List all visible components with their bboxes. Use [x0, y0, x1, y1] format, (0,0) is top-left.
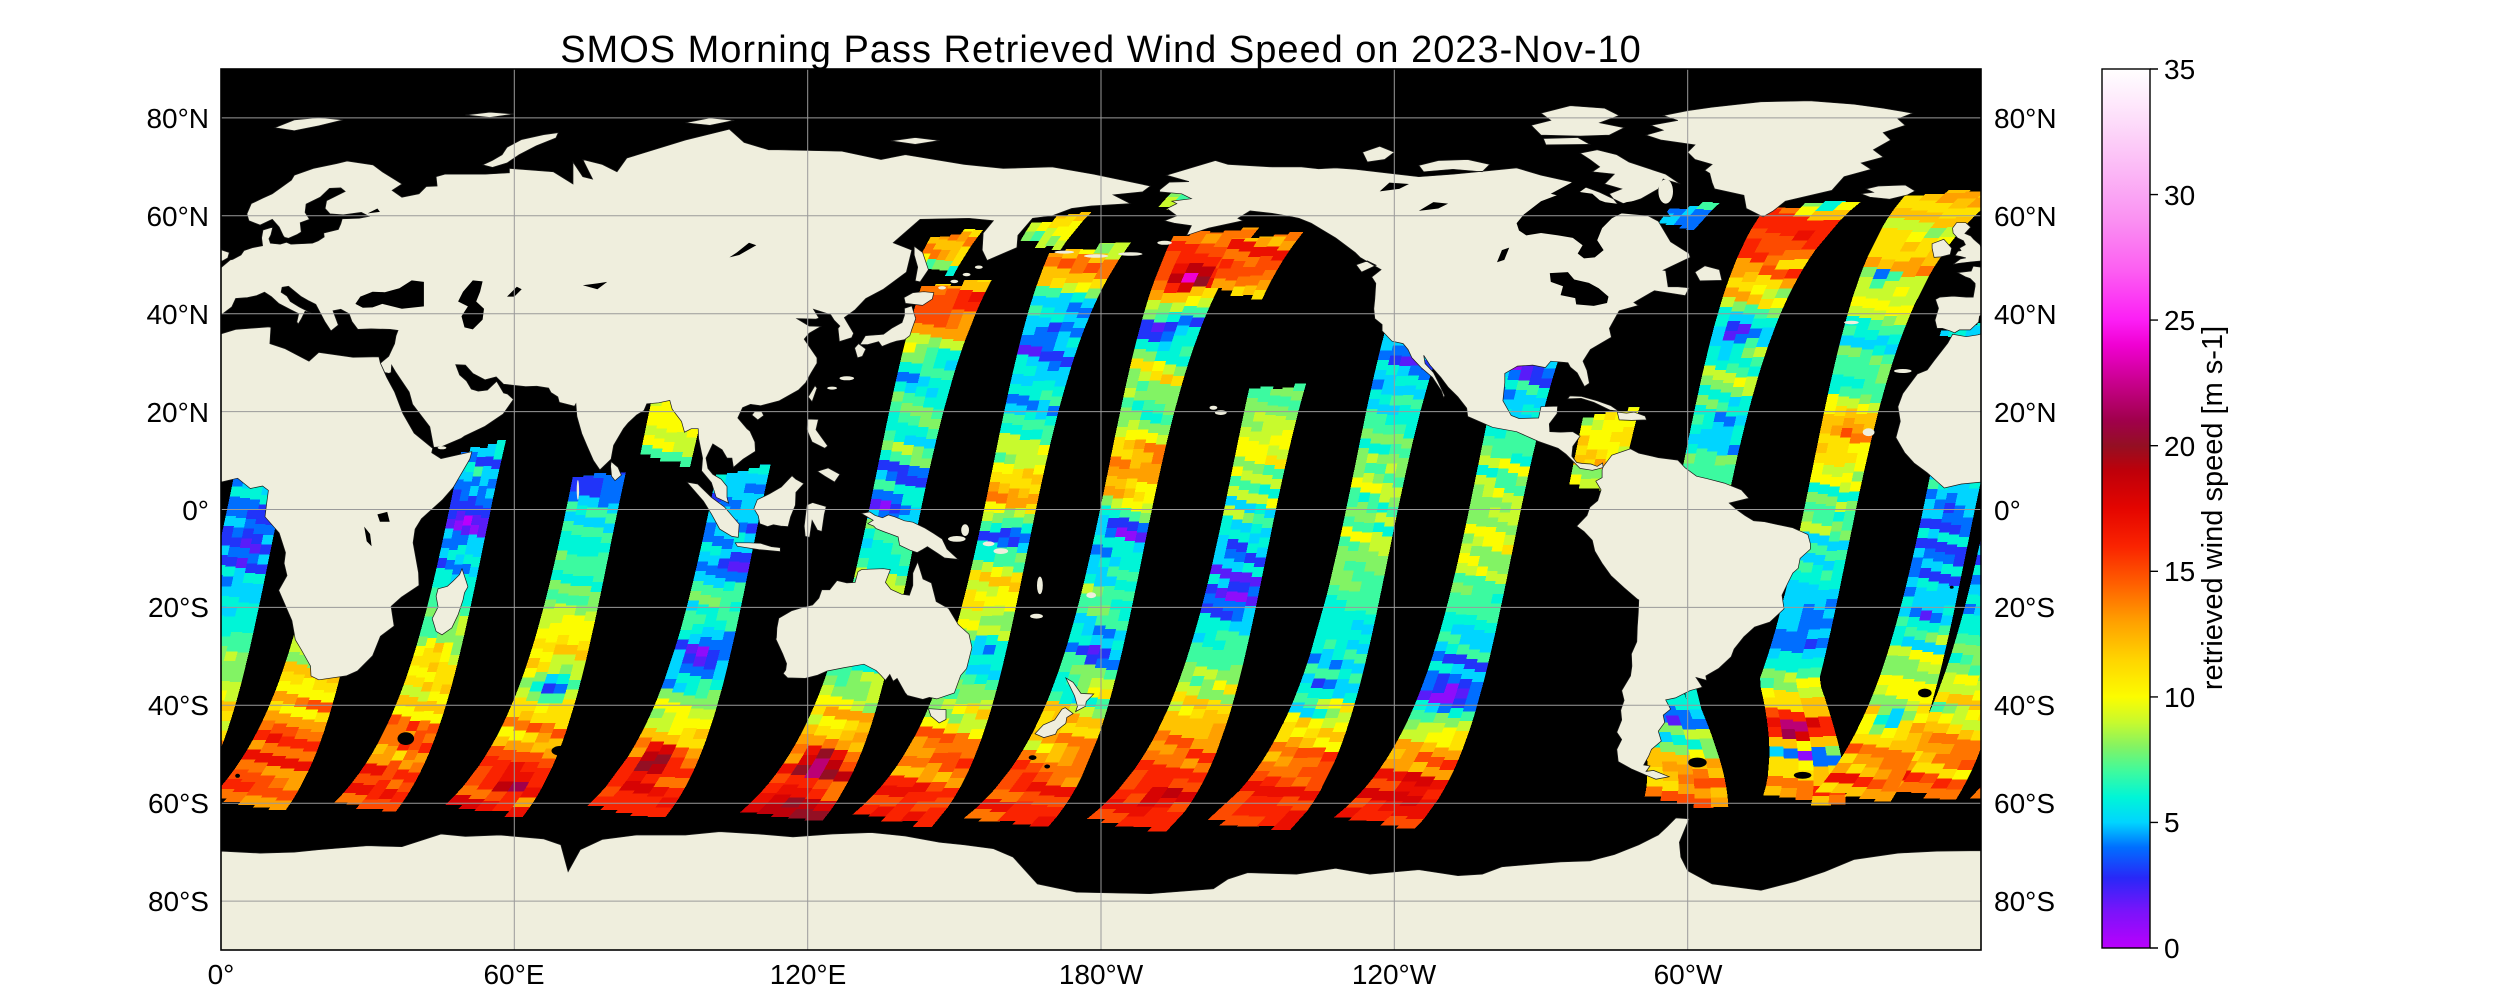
svg-text:60°S: 60°S	[148, 788, 209, 819]
svg-text:SMOS Morning Pass Retrieved Wi: SMOS Morning Pass Retrieved Wind Speed o…	[560, 29, 1642, 71]
svg-text:0°: 0°	[1994, 495, 2021, 526]
svg-text:80°S: 80°S	[148, 886, 209, 917]
svg-text:60°N: 60°N	[146, 201, 209, 232]
svg-text:80°N: 80°N	[1994, 103, 2057, 134]
svg-text:10: 10	[2164, 682, 2195, 713]
svg-text:5: 5	[2164, 807, 2180, 838]
svg-text:60°E: 60°E	[483, 959, 544, 990]
svg-text:40°N: 40°N	[1994, 299, 2057, 330]
svg-text:20°N: 20°N	[146, 397, 209, 428]
svg-text:60°W: 60°W	[1654, 959, 1723, 990]
svg-text:20°N: 20°N	[1994, 397, 2057, 428]
svg-text:40°S: 40°S	[1994, 690, 2055, 721]
svg-text:120°W: 120°W	[1352, 959, 1437, 990]
svg-text:0°: 0°	[182, 495, 209, 526]
svg-text:20: 20	[2164, 431, 2195, 462]
svg-text:0°: 0°	[208, 959, 235, 990]
svg-text:80°N: 80°N	[146, 103, 209, 134]
svg-text:40°S: 40°S	[148, 690, 209, 721]
svg-text:35: 35	[2164, 54, 2195, 85]
svg-text:60°S: 60°S	[1994, 788, 2055, 819]
svg-text:120°E: 120°E	[770, 959, 847, 990]
svg-text:0: 0	[2164, 933, 2180, 964]
svg-text:retrieved wind speed [m s-1]: retrieved wind speed [m s-1]	[2197, 326, 2229, 690]
svg-text:60°N: 60°N	[1994, 201, 2057, 232]
svg-text:40°N: 40°N	[146, 299, 209, 330]
svg-text:30: 30	[2164, 180, 2195, 211]
svg-text:20°S: 20°S	[1994, 592, 2055, 623]
svg-text:15: 15	[2164, 556, 2195, 587]
svg-text:180°W: 180°W	[1059, 959, 1144, 990]
svg-text:20°S: 20°S	[148, 592, 209, 623]
svg-text:80°S: 80°S	[1994, 886, 2055, 917]
svg-text:25: 25	[2164, 305, 2195, 336]
